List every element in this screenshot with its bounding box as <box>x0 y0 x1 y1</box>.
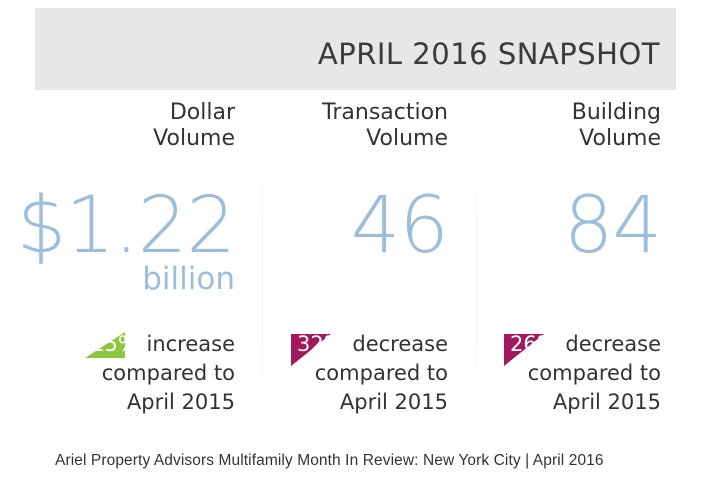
column-divider <box>476 168 477 393</box>
metric-dollar-volume: Dollar Volume $1.22 billion 15% increase… <box>17 100 236 420</box>
badge-triangle <box>291 334 331 366</box>
change-badge: 32% <box>291 330 346 366</box>
title-banner: APRIL 2016 SNAPSHOT <box>35 8 676 90</box>
change-word: decrease <box>565 332 661 356</box>
metric-heading: Building Volume <box>571 100 661 151</box>
metric-value: 84 <box>563 181 662 271</box>
metric-value: $1.22 <box>16 181 236 271</box>
change-badge: 26% <box>504 330 559 366</box>
badge-triangle <box>504 334 544 366</box>
change-line-3: April 2015 <box>552 390 661 414</box>
triangle-down-icon <box>291 334 331 366</box>
badge-triangle <box>85 332 126 358</box>
metric-change: 32% decrease compared to April 2015 <box>228 330 448 417</box>
change-line-2: compared to <box>527 361 661 385</box>
metric-value: 46 <box>350 181 449 271</box>
source-footer: Ariel Property Advisors Multifamily Mont… <box>55 452 604 469</box>
change-percent: 32% <box>297 332 344 356</box>
change-line-3: April 2015 <box>126 390 235 414</box>
triangle-down-icon <box>504 334 544 366</box>
metric-change: 15% increase compared to April 2015 <box>15 330 235 417</box>
triangle-up-icon <box>85 332 126 358</box>
metric-heading: Transaction Volume <box>322 100 448 151</box>
change-line-2: compared to <box>101 361 235 385</box>
change-percent: 15% <box>91 332 138 356</box>
change-line-3: April 2015 <box>339 390 448 414</box>
metric-building-volume: Building Volume 84 26% decrease compared… <box>495 100 662 420</box>
change-word: increase <box>146 332 235 356</box>
metric-heading: Dollar Volume <box>153 100 235 151</box>
metric-change: 26% decrease compared to April 2015 <box>441 330 661 417</box>
metric-transaction-volume: Transaction Volume 46 32% decrease compa… <box>280 100 449 420</box>
change-badge: 15% <box>85 330 140 359</box>
snapshot-title: APRIL 2016 SNAPSHOT <box>317 37 660 71</box>
change-word: decrease <box>352 332 448 356</box>
change-line-2: compared to <box>314 361 448 385</box>
change-percent: 26% <box>510 332 557 356</box>
column-divider <box>262 168 263 393</box>
metric-unit: billion <box>142 261 235 297</box>
